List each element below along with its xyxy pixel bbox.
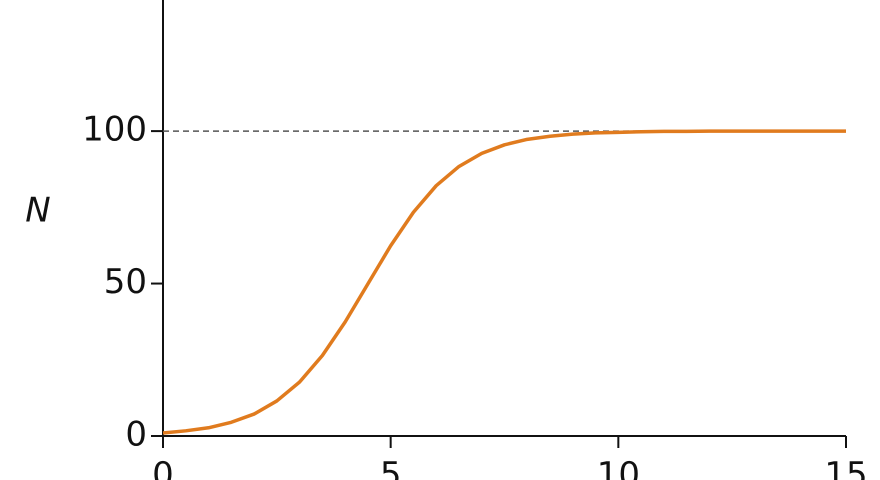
y-tick-label: 50 xyxy=(104,262,147,302)
x-tick-label: 15 xyxy=(824,455,867,480)
y-tick-label: 100 xyxy=(82,110,147,150)
x-tick-label: 0 xyxy=(152,455,174,480)
y-tick-label: 0 xyxy=(125,415,147,455)
x-tick-label: 5 xyxy=(380,455,402,480)
data-line xyxy=(162,129,846,435)
x-tick-label: 10 xyxy=(597,455,640,480)
y-axis-label: N xyxy=(25,191,50,231)
